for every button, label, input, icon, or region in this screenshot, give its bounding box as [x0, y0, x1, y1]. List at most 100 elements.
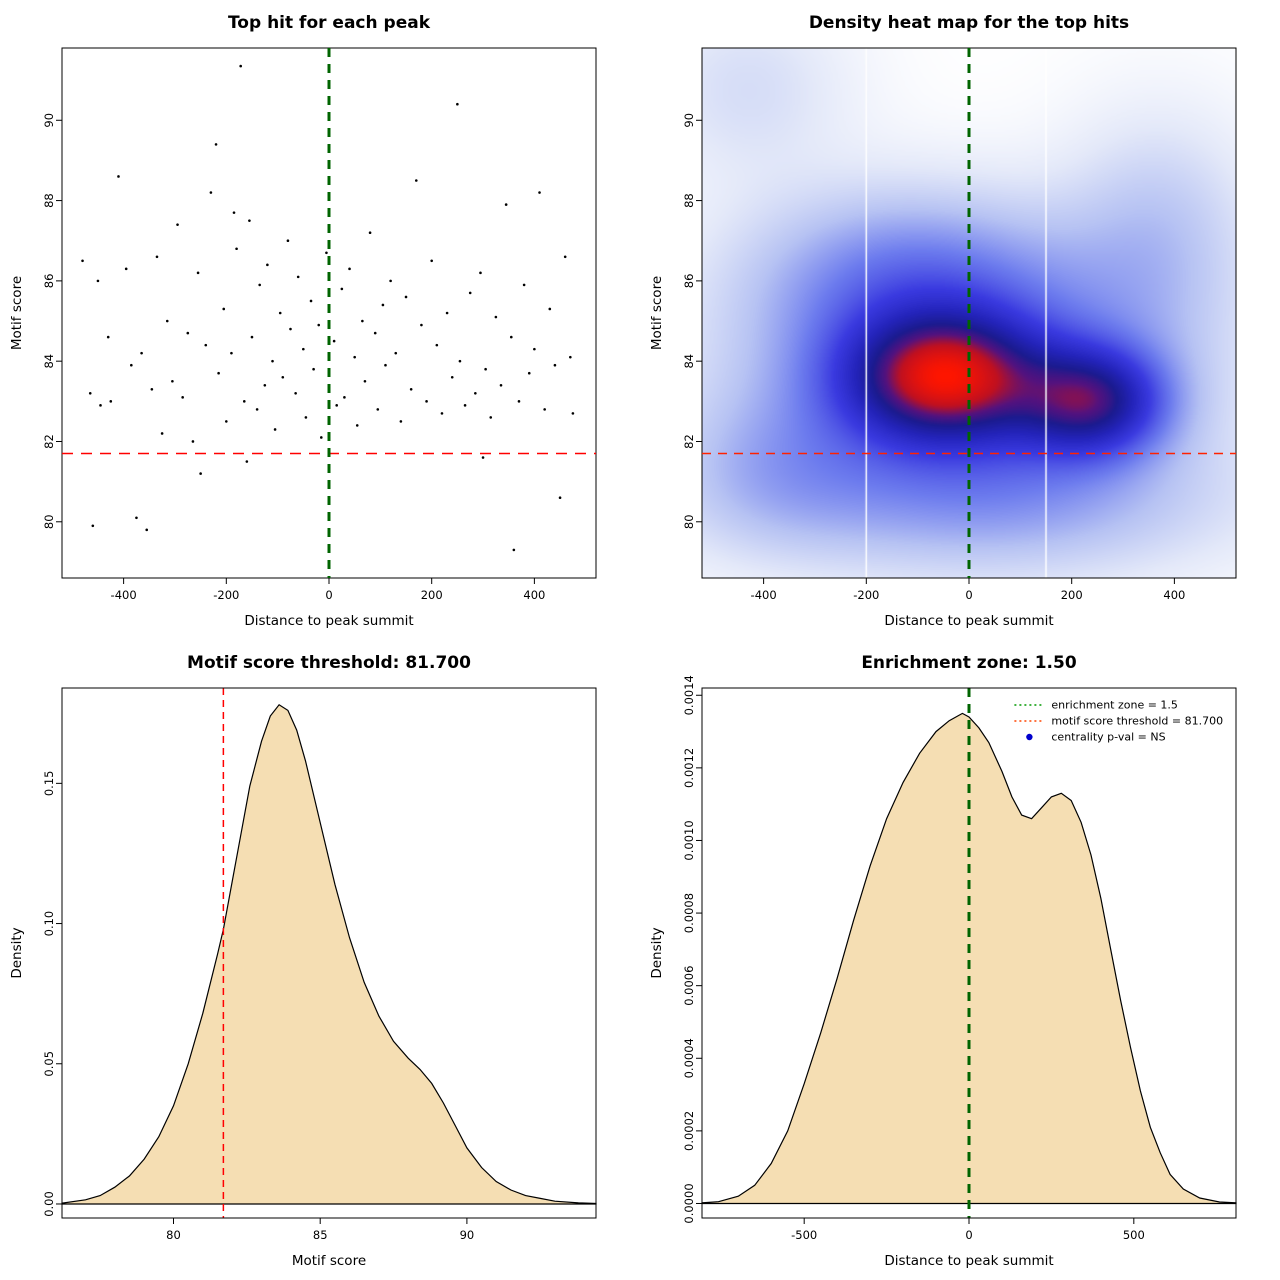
data-point	[230, 351, 233, 355]
data-point	[363, 379, 367, 383]
y-tick-label: 90	[682, 113, 696, 128]
data-point	[504, 203, 508, 206]
panel-distance-density: Enrichment zone: 1.50 -500 0 500 0.0000 0.00…	[640, 640, 1280, 1280]
data-point	[368, 231, 372, 234]
data-point	[191, 440, 195, 443]
data-point	[430, 259, 433, 263]
x-tick-label: -200	[213, 588, 239, 602]
data-point	[106, 335, 110, 339]
chart-title-heatmap: Density heat map for the top hits	[808, 13, 1130, 33]
data-point	[130, 363, 133, 367]
data-point	[481, 456, 485, 459]
data-point	[361, 319, 364, 323]
data-point	[273, 428, 277, 431]
x-tick-label: 80	[166, 1228, 181, 1242]
data-point	[294, 392, 297, 395]
data-point	[389, 279, 392, 283]
y-tick-label: 86	[682, 274, 696, 289]
data-point	[196, 271, 200, 275]
y-tick-label: 0.0008	[682, 893, 696, 933]
x-tick-label: -400	[751, 588, 777, 602]
data-point	[538, 191, 541, 194]
legend-label: enrichment zone = 1.5	[1051, 699, 1178, 712]
data-point	[81, 259, 84, 263]
data-point	[317, 323, 321, 327]
data-point	[304, 416, 308, 419]
data-point	[258, 283, 261, 287]
data-point	[296, 275, 300, 279]
data-point	[239, 64, 242, 68]
y-tick-label: 0.0012	[682, 748, 696, 788]
data-point	[135, 516, 138, 520]
data-point	[376, 408, 380, 411]
data-point	[463, 404, 467, 407]
data-point	[435, 343, 439, 347]
data-point	[474, 392, 477, 395]
data-point	[355, 424, 359, 427]
x-tick-label: 0	[325, 588, 332, 602]
scatter-svg: -400 -200 0 200 400 80 82 84 86 88 90 Distance to p…	[9, 47, 597, 629]
chart-title-scatter: Top hit for each peak	[227, 13, 431, 33]
density-svg: 80 85 90 0.00 0.05 0.10 0.15 Motif score Density	[9, 687, 597, 1269]
data-point	[335, 404, 339, 407]
y-axis-label: Motif score	[9, 276, 25, 350]
heatmap-svg: -400 -200 0 200 400 80 82 84 86 88 90 Distance to p…	[649, 47, 1237, 629]
data-point	[309, 299, 313, 303]
y-tick-label: 0.10	[42, 911, 56, 937]
y-tick-label: 84	[682, 354, 696, 369]
data-point	[250, 335, 254, 339]
y-tick-label: 0.00	[42, 1191, 56, 1217]
y-tick-label: 0.0010	[682, 820, 696, 860]
data-point	[353, 355, 356, 359]
data-point	[289, 327, 292, 331]
legend-point-marker	[1026, 733, 1033, 741]
plot-box	[61, 687, 597, 1219]
data-point	[533, 347, 536, 351]
data-point	[517, 400, 521, 403]
data-point	[271, 359, 274, 363]
x-tick-label: -400	[111, 588, 137, 602]
density-curve	[701, 712, 1237, 1205]
x-axis-label: Motif score	[292, 1253, 366, 1269]
x-tick-label: 0	[965, 1228, 972, 1242]
data-point	[263, 383, 267, 387]
density-svg: -500 0 500 0.0000 0.0002 0.0004 0.0006 0.0008 0.…	[649, 675, 1237, 1269]
data-point	[91, 524, 95, 528]
data-point	[232, 211, 236, 214]
y-tick-label: 0.05	[42, 1051, 56, 1077]
data-point	[445, 311, 449, 315]
y-tick-label: 90	[42, 113, 56, 128]
legend-label: motif score threshold = 81.700	[1051, 715, 1223, 728]
y-tick-label: 80	[42, 514, 56, 529]
data-point	[319, 436, 323, 439]
data-point	[145, 528, 149, 532]
data-point	[242, 400, 246, 403]
data-point	[425, 400, 428, 403]
data-point	[96, 279, 100, 283]
data-point	[558, 496, 562, 499]
data-point	[181, 396, 184, 399]
y-tick-label: 0.0002	[682, 1111, 696, 1151]
data-point	[404, 295, 408, 299]
x-tick-label: 200	[421, 588, 443, 602]
y-axis-label: Density	[649, 927, 665, 978]
y-tick-label: 88	[682, 193, 696, 208]
x-axis-label: Distance to peak summit	[244, 613, 413, 629]
data-point	[522, 283, 526, 287]
y-tick-label: 0.0006	[682, 966, 696, 1006]
x-tick-label: 85	[313, 1228, 328, 1242]
y-tick-label: 82	[42, 434, 56, 449]
data-point	[479, 271, 482, 275]
y-tick-label: 0.15	[42, 771, 56, 797]
data-point	[571, 412, 575, 415]
x-tick-label: 200	[1061, 588, 1083, 602]
data-point	[155, 255, 159, 259]
data-point	[499, 383, 503, 387]
data-point	[150, 387, 154, 391]
data-point	[281, 375, 285, 379]
x-tick-label: -200	[853, 588, 879, 602]
y-tick-label: 0.0004	[682, 1038, 696, 1078]
data-point	[160, 432, 164, 435]
data-point	[414, 179, 418, 182]
x-tick-label: 400	[1163, 588, 1185, 602]
